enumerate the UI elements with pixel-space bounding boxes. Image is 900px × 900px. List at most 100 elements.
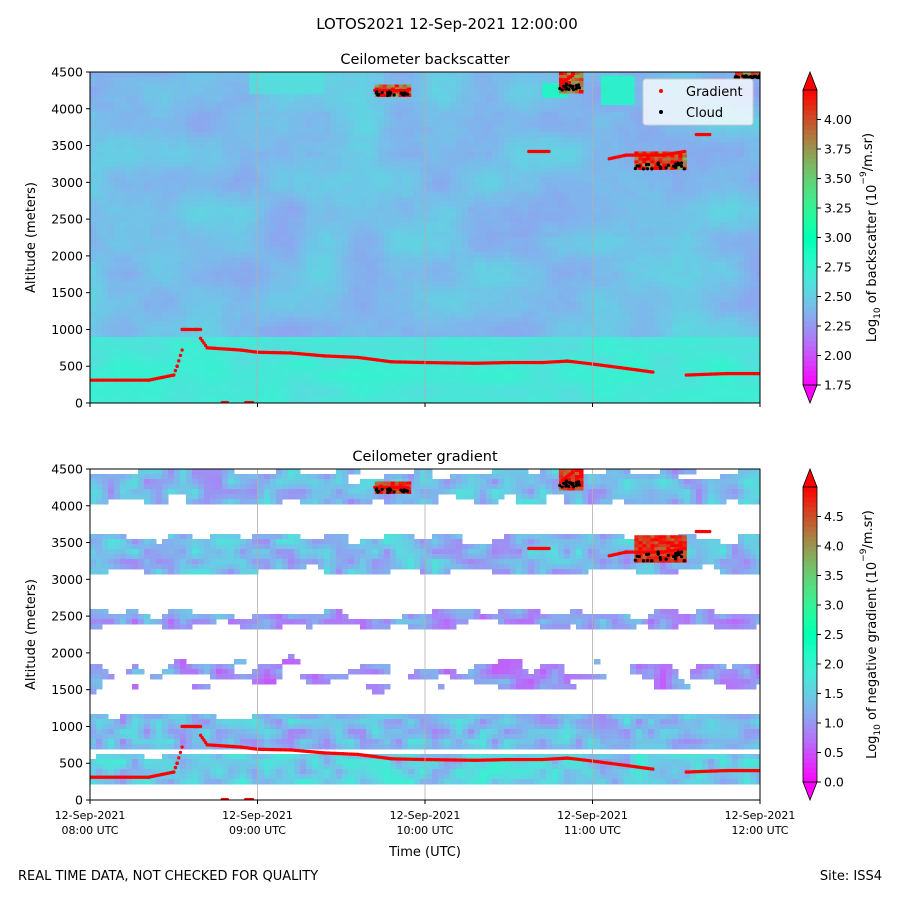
heatmap-cell xyxy=(504,232,511,238)
heatmap-cell xyxy=(450,372,457,378)
heatmap-cell xyxy=(276,132,283,138)
heatmap-cell xyxy=(354,362,361,368)
heatmap-cell xyxy=(180,242,187,248)
heatmap-cell xyxy=(420,347,427,353)
heatmap-cell xyxy=(456,242,463,248)
heatmap-cell xyxy=(228,72,235,78)
heatmap-cell xyxy=(408,307,415,313)
heatmap-cell xyxy=(474,357,481,363)
heatmap-cell xyxy=(474,377,481,383)
heatmap-cell xyxy=(486,167,493,173)
heatmap-cell xyxy=(420,172,427,178)
heatmap-cell xyxy=(360,112,367,118)
heatmap-cell xyxy=(264,367,271,373)
heatmap-cell xyxy=(276,347,283,353)
heatmap-cell xyxy=(168,112,175,118)
heatmap-cell xyxy=(414,297,421,303)
heatmap-cell xyxy=(522,132,529,138)
heatmap-cell xyxy=(168,362,175,368)
heatmap-cell xyxy=(96,77,103,83)
heatmap-cell xyxy=(372,187,379,193)
heatmap-cell xyxy=(480,262,487,268)
heatmap-cell xyxy=(264,322,271,328)
heatmap-cell xyxy=(378,227,385,233)
heatmap-cell xyxy=(324,137,331,143)
heatmap-cell xyxy=(432,92,439,98)
heatmap-cell xyxy=(318,217,325,223)
heatmap-cell xyxy=(216,277,223,283)
heatmap-cell xyxy=(282,257,289,263)
heatmap-cell xyxy=(504,297,511,303)
heatmap-cell xyxy=(426,82,433,88)
heatmap-cell xyxy=(498,247,505,253)
heatmap-cell xyxy=(522,277,529,283)
heatmap-cell xyxy=(462,297,469,303)
heatmap-cell xyxy=(450,112,457,118)
heatmap-cell xyxy=(510,212,517,218)
heatmap-cell xyxy=(342,287,349,293)
heatmap-cell xyxy=(210,352,217,358)
heatmap-cell xyxy=(366,322,373,328)
heatmap-cell xyxy=(324,207,331,213)
heatmap-cell xyxy=(414,242,421,248)
heatmap-cell xyxy=(120,242,127,248)
heatmap-cell xyxy=(120,317,127,323)
heatmap-cell xyxy=(300,312,307,318)
heatmap-cell xyxy=(90,272,97,278)
heatmap-cell xyxy=(120,347,127,353)
heatmap-cell xyxy=(120,227,127,233)
heatmap-cell xyxy=(438,147,445,153)
heatmap-cell xyxy=(342,347,349,353)
heatmap-cell xyxy=(258,397,265,403)
heatmap-cell xyxy=(132,192,139,198)
heatmap-cell xyxy=(288,392,295,398)
heatmap-cell xyxy=(516,277,523,283)
heatmap-cell xyxy=(444,92,451,98)
heatmap-cell xyxy=(102,322,109,328)
heatmap-cell xyxy=(186,82,193,88)
heatmap-cell xyxy=(246,372,253,378)
heatmap-cell xyxy=(282,387,289,393)
heatmap-cell xyxy=(150,137,157,143)
heatmap-cell xyxy=(150,172,157,178)
heatmap-cell xyxy=(366,327,373,333)
heatmap-cell xyxy=(114,102,121,108)
heatmap-cell xyxy=(480,187,487,193)
heatmap-cell xyxy=(510,327,517,333)
heatmap-cell xyxy=(366,372,373,378)
heatmap-cell xyxy=(318,252,325,258)
heatmap-cell xyxy=(468,232,475,238)
heatmap-cell xyxy=(534,92,541,98)
heatmap-cell xyxy=(504,197,511,203)
heatmap-cell xyxy=(516,167,523,173)
heatmap-cell xyxy=(498,152,505,158)
heatmap-cell xyxy=(444,327,451,333)
heatmap-cell xyxy=(486,212,493,218)
heatmap-cell xyxy=(174,172,181,178)
heatmap-cell xyxy=(408,337,415,343)
heatmap-cell xyxy=(348,392,355,398)
heatmap-cell xyxy=(396,202,403,208)
heatmap-cell xyxy=(462,252,469,258)
heatmap-cell xyxy=(480,322,487,328)
heatmap-cell xyxy=(510,147,517,153)
heatmap-cell xyxy=(108,342,115,348)
heatmap-cell xyxy=(324,362,331,368)
heatmap-cell xyxy=(420,272,427,278)
heatmap-cell xyxy=(288,137,295,143)
heatmap-cell xyxy=(468,132,475,138)
heatmap-cell xyxy=(180,282,187,288)
heatmap-cell xyxy=(174,287,181,293)
heatmap-cell xyxy=(516,392,523,398)
heatmap-cell xyxy=(210,172,217,178)
heatmap-cell xyxy=(456,207,463,213)
heatmap-cell xyxy=(438,377,445,383)
heatmap-cell xyxy=(336,92,343,98)
heatmap-cell xyxy=(198,377,205,383)
heatmap-cell xyxy=(396,357,403,363)
heatmap-cell xyxy=(336,252,343,258)
heatmap-cell xyxy=(510,112,517,118)
heatmap-cell xyxy=(522,382,529,388)
heatmap-cell xyxy=(492,302,499,308)
heatmap-cell xyxy=(408,362,415,368)
